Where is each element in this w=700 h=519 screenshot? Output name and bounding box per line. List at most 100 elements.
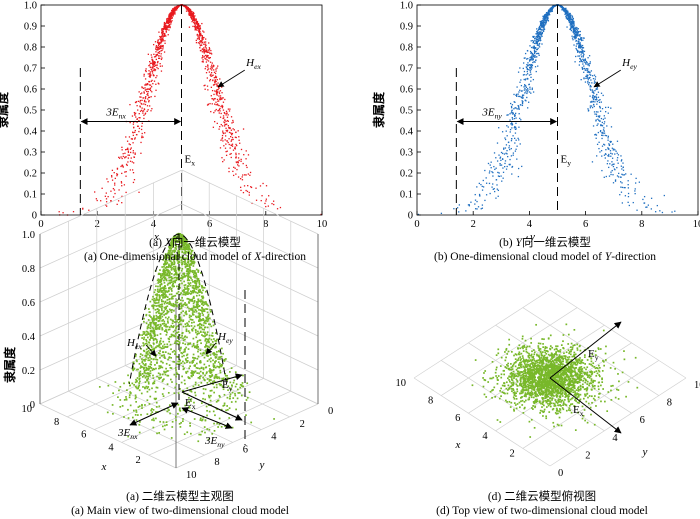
x-axis-label: x — [153, 231, 159, 243]
cloud-drop — [193, 16, 195, 18]
cloud-drop — [613, 163, 615, 165]
cloud-drop — [185, 371, 187, 373]
cloud-drop — [149, 330, 152, 332]
cloud-drop — [147, 73, 149, 75]
cloud-drop — [587, 80, 589, 83]
cloud-drop — [565, 15, 567, 17]
cloud-drop — [218, 377, 221, 380]
cloud-drop — [577, 51, 579, 53]
cloud-drop — [134, 129, 136, 132]
cloud-drop — [170, 268, 173, 271]
cloud-drop — [171, 20, 173, 22]
cloud-drop — [171, 381, 173, 383]
cloud-drop — [201, 34, 203, 37]
cloud-drop — [212, 343, 214, 346]
cloud-drop — [218, 98, 221, 100]
cloud-drop — [604, 134, 606, 137]
cloud-drop — [166, 374, 169, 377]
cloud-drop — [206, 333, 208, 336]
cloud-drop — [231, 145, 234, 147]
cloud-drop — [58, 211, 60, 213]
cloud-drop — [178, 261, 181, 264]
cloud-drop — [133, 179, 136, 181]
cloud-drop — [149, 64, 151, 66]
cloud-drop — [534, 52, 536, 54]
cloud-drop — [148, 96, 151, 99]
cloud-drop — [166, 20, 168, 22]
cloud-drop — [127, 151, 130, 153]
cloud-drop — [198, 282, 201, 284]
cloud-drop — [160, 280, 162, 283]
cloud-drop — [182, 368, 185, 371]
cloud-drop — [168, 326, 171, 329]
cloud-drop — [172, 10, 175, 12]
cloud-drop — [155, 346, 157, 349]
cloud-drop — [160, 290, 163, 292]
cloud-drop — [234, 400, 237, 403]
cloud-drop — [617, 162, 619, 164]
cloud-drop — [141, 354, 144, 357]
cloud-drop — [495, 179, 498, 181]
cloud-drop — [221, 157, 223, 159]
cloud-drop — [607, 135, 609, 137]
cloud-drop — [178, 4, 180, 7]
cloud-drop — [164, 34, 166, 36]
cloud-drop — [195, 303, 198, 306]
cloud-drop — [514, 150, 517, 152]
cloud-drop — [127, 148, 129, 151]
cloud-drop — [174, 279, 176, 282]
cloud-drop — [182, 257, 185, 260]
cloud-drop — [182, 319, 185, 322]
cloud-drop — [569, 20, 571, 22]
cloud-drop — [171, 10, 173, 13]
cloud-drop — [159, 42, 161, 44]
cloud-drop — [521, 90, 523, 92]
cloud-drop — [586, 68, 589, 70]
cloud-drop — [502, 158, 504, 160]
cloud-drop — [537, 40, 539, 42]
cloud-drop — [536, 35, 538, 37]
cloud-drop — [219, 126, 221, 128]
cloud-drop — [603, 123, 605, 125]
cloud-drop — [546, 14, 548, 17]
cloud-drop — [181, 352, 184, 355]
cloud-drop — [143, 364, 146, 366]
cloud-drop — [496, 184, 498, 186]
cloud-drop — [511, 110, 513, 112]
cloud-drop — [202, 351, 205, 354]
cloud-drop — [203, 47, 205, 49]
cloud-drop — [155, 51, 157, 53]
cloud-drop — [216, 94, 218, 96]
cloud-drop — [188, 265, 191, 268]
cloud-drop — [279, 206, 282, 209]
cloud-drop — [533, 55, 535, 57]
cloud-drop — [200, 367, 203, 370]
cloud-drop — [161, 380, 164, 383]
cloud-drop — [196, 25, 198, 28]
cloud-drop — [584, 59, 587, 62]
cloud-drop — [527, 107, 529, 109]
cloud-drop — [585, 67, 587, 70]
cloud-drop — [156, 64, 158, 66]
cloud-drop — [106, 411, 109, 414]
cloud-drop — [147, 92, 149, 95]
cloud-drop — [159, 36, 162, 39]
cloud-drop — [181, 262, 184, 265]
cloud-drop — [168, 328, 171, 331]
cloud-drop — [165, 290, 167, 292]
cloud-drop — [521, 102, 524, 105]
cloud-drop — [515, 139, 517, 141]
cloud-drop — [209, 369, 212, 371]
cloud-drop — [189, 389, 192, 392]
cloud-drop — [195, 18, 197, 20]
cloud-drop — [217, 104, 219, 106]
cloud-drop — [196, 343, 199, 346]
cloud-drop — [190, 318, 193, 321]
cloud-drop — [525, 74, 527, 76]
cloud-drop — [230, 133, 233, 135]
cloud-drop — [228, 170, 230, 173]
cloud-drop — [320, 213, 322, 216]
cloud-drop — [590, 89, 592, 91]
cloud-drop — [171, 420, 174, 423]
cloud-drop — [167, 21, 169, 24]
